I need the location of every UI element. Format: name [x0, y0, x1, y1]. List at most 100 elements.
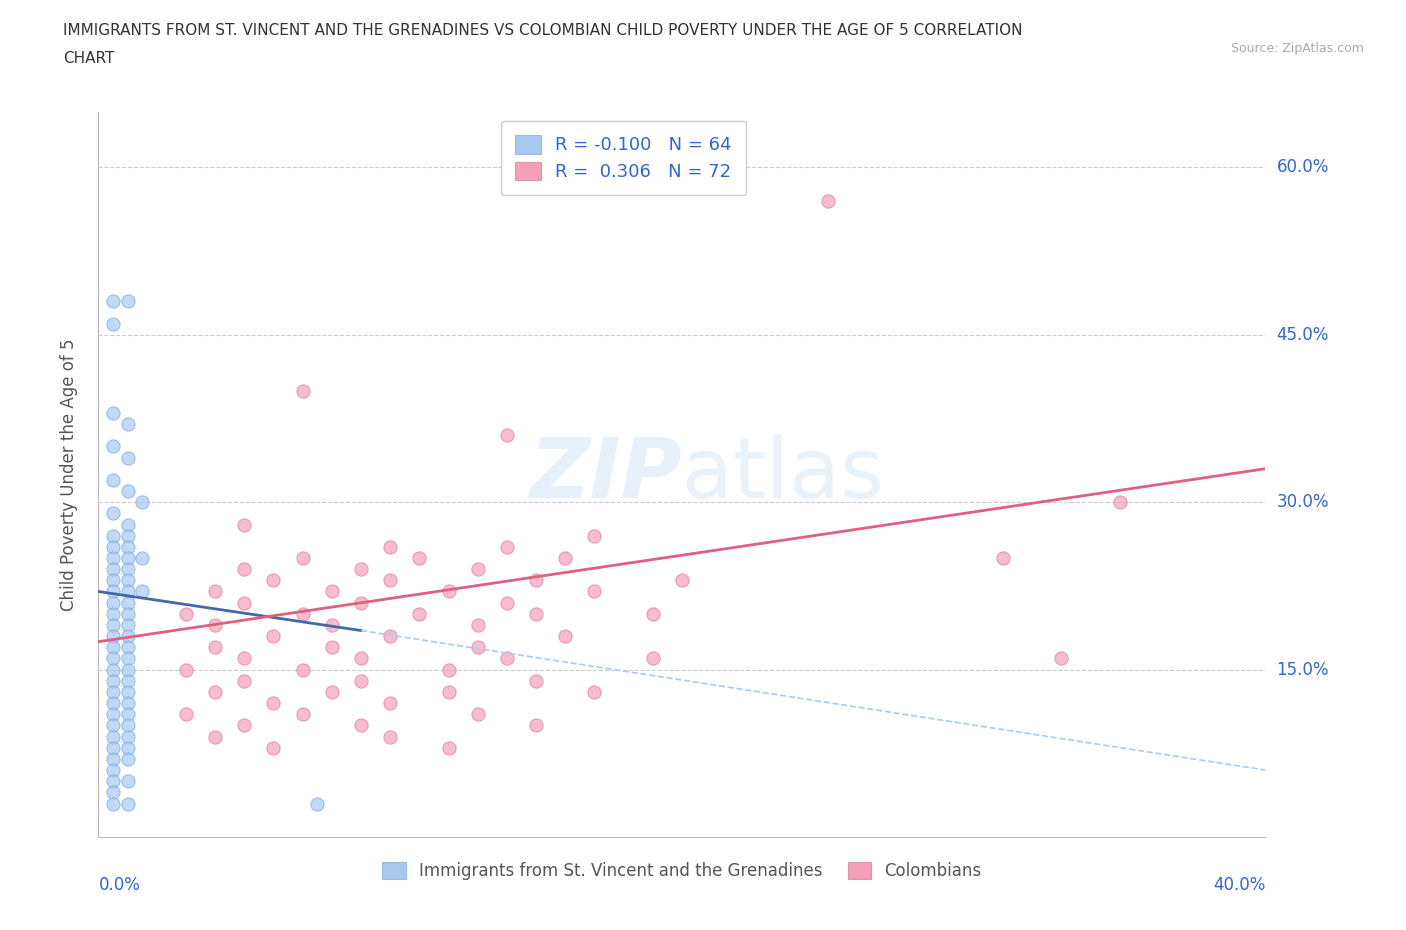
Point [101, 673, 124, 688]
Point [117, 484, 139, 498]
Text: 30.0%: 30.0% [1277, 493, 1329, 512]
Point [524, 673, 547, 688]
Point [233, 673, 256, 688]
Point [380, 696, 402, 711]
Point [524, 573, 547, 588]
Point [101, 751, 124, 766]
Point [467, 562, 489, 577]
Point [117, 696, 139, 711]
Point [291, 551, 314, 565]
Point [174, 707, 197, 722]
Point [262, 629, 284, 644]
Point [991, 551, 1014, 565]
Point [291, 707, 314, 722]
Point [117, 707, 139, 722]
Point [380, 573, 402, 588]
Point [117, 618, 139, 632]
Point [496, 651, 519, 666]
Point [554, 629, 576, 644]
Text: ZIP: ZIP [529, 433, 682, 515]
Point [1108, 495, 1130, 510]
Point [101, 707, 124, 722]
Point [174, 662, 197, 677]
Point [101, 539, 124, 554]
Point [117, 640, 139, 655]
Point [350, 651, 373, 666]
Point [307, 796, 329, 811]
Point [131, 495, 153, 510]
Point [117, 651, 139, 666]
Point [101, 662, 124, 677]
Point [437, 740, 460, 755]
Point [233, 718, 256, 733]
Point [641, 606, 664, 621]
Point [262, 696, 284, 711]
Point [671, 573, 693, 588]
Point [101, 729, 124, 744]
Point [321, 584, 343, 599]
Point [233, 595, 256, 610]
Point [117, 450, 139, 465]
Text: 45.0%: 45.0% [1277, 326, 1329, 344]
Text: 15.0%: 15.0% [1277, 660, 1329, 679]
Point [101, 573, 124, 588]
Point [131, 584, 153, 599]
Point [321, 640, 343, 655]
Point [467, 640, 489, 655]
Text: atlas: atlas [682, 433, 883, 515]
Text: 60.0%: 60.0% [1277, 158, 1329, 177]
Point [117, 517, 139, 532]
Point [117, 294, 139, 309]
Point [117, 673, 139, 688]
Point [101, 584, 124, 599]
Point [380, 629, 402, 644]
Point [117, 796, 139, 811]
Point [204, 684, 226, 699]
Point [101, 506, 124, 521]
Point [350, 718, 373, 733]
Point [291, 383, 314, 398]
Point [262, 740, 284, 755]
Point [641, 651, 664, 666]
Point [583, 584, 606, 599]
Point [437, 662, 460, 677]
Point [496, 539, 519, 554]
Point [117, 774, 139, 789]
Point [291, 606, 314, 621]
Point [467, 618, 489, 632]
Legend: Immigrants from St. Vincent and the Grenadines, Colombians: Immigrants from St. Vincent and the Gren… [375, 856, 988, 886]
Point [117, 417, 139, 432]
Point [101, 439, 124, 454]
Point [262, 573, 284, 588]
Text: 40.0%: 40.0% [1213, 876, 1265, 894]
Point [117, 595, 139, 610]
Point [408, 606, 430, 621]
Point [117, 584, 139, 599]
Point [101, 718, 124, 733]
Point [101, 740, 124, 755]
Point [380, 539, 402, 554]
Text: Source: ZipAtlas.com: Source: ZipAtlas.com [1230, 42, 1364, 55]
Point [101, 472, 124, 487]
Point [101, 684, 124, 699]
Point [117, 751, 139, 766]
Point [101, 606, 124, 621]
Point [350, 673, 373, 688]
Point [204, 618, 226, 632]
Point [117, 662, 139, 677]
Point [437, 684, 460, 699]
Text: 0.0%: 0.0% [98, 876, 141, 894]
Point [467, 707, 489, 722]
Point [204, 640, 226, 655]
Point [204, 584, 226, 599]
Point [496, 428, 519, 443]
Point [524, 606, 547, 621]
Point [117, 539, 139, 554]
Point [101, 763, 124, 777]
Point [101, 651, 124, 666]
Point [101, 640, 124, 655]
Point [101, 629, 124, 644]
Point [101, 785, 124, 800]
Point [174, 606, 197, 621]
Point [408, 551, 430, 565]
